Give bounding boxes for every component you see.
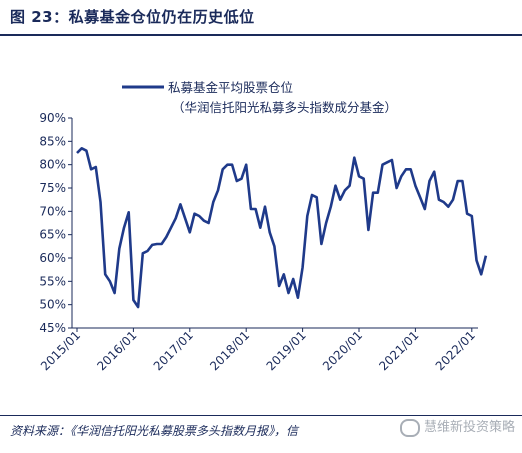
y-tick-label: 80% bbox=[39, 158, 66, 172]
x-tick-label: 2022/01 bbox=[433, 328, 478, 373]
line-chart: 私募基金平均股票仓位 （华润信托阳光私募多头指数成分基金） 45% 50% 55% 6… bbox=[38, 80, 488, 373]
x-tick-label: 2017/01 bbox=[151, 328, 196, 373]
x-tick-label: 2018/01 bbox=[207, 328, 252, 373]
x-tick-label: 2016/01 bbox=[94, 328, 139, 373]
y-tick-label: 55% bbox=[39, 274, 66, 288]
y-tick-label: 70% bbox=[39, 204, 66, 218]
y-tick-label: 90% bbox=[39, 111, 66, 125]
y-tick-label: 85% bbox=[39, 134, 66, 148]
x-tick-label: 2021/01 bbox=[376, 328, 421, 373]
legend-label: 私募基金平均股票仓位 bbox=[168, 80, 293, 95]
watermark-label: 慧维新投资策略 bbox=[424, 420, 516, 435]
wechat-icon bbox=[400, 418, 420, 437]
y-tick-label: 45% bbox=[39, 321, 66, 335]
y-tick-label: 60% bbox=[39, 251, 66, 265]
figure-header: 图 23：私募基金仓位仍在历史低位 bbox=[0, 0, 522, 32]
chart-legend: 私募基金平均股票仓位 （华润信托阳光私募多头指数成分基金） bbox=[122, 80, 397, 115]
series-line-private-fund-position bbox=[76, 147, 488, 309]
x-tick-label: 2020/01 bbox=[320, 328, 365, 373]
y-tick-labels: 45% 50% 55% 60% 65% 70% 75% 80% 85% 90% bbox=[39, 111, 72, 335]
x-tick-label: 2019/01 bbox=[264, 328, 309, 373]
x-tick-labels: 2015/01 2016/01 2017/01 2018/01 2019/01 2020/… bbox=[38, 328, 478, 373]
legend-sublabel: （华润信托阳光私募多头指数成分基金） bbox=[172, 100, 397, 115]
y-tick-label: 65% bbox=[39, 228, 66, 242]
y-tick-label: 50% bbox=[39, 298, 66, 312]
source-note: 资料来源：《华润信托阳光私募股票多头指数月报》，信 bbox=[10, 424, 299, 438]
figure-title: 图 23：私募基金仓位仍在历史低位 bbox=[10, 8, 255, 26]
y-tick-label: 75% bbox=[39, 181, 66, 195]
watermark: 慧维新投资策略 bbox=[400, 416, 515, 437]
title-divider bbox=[0, 34, 522, 36]
source-divider bbox=[0, 415, 522, 416]
chart-axes bbox=[71, 118, 478, 329]
